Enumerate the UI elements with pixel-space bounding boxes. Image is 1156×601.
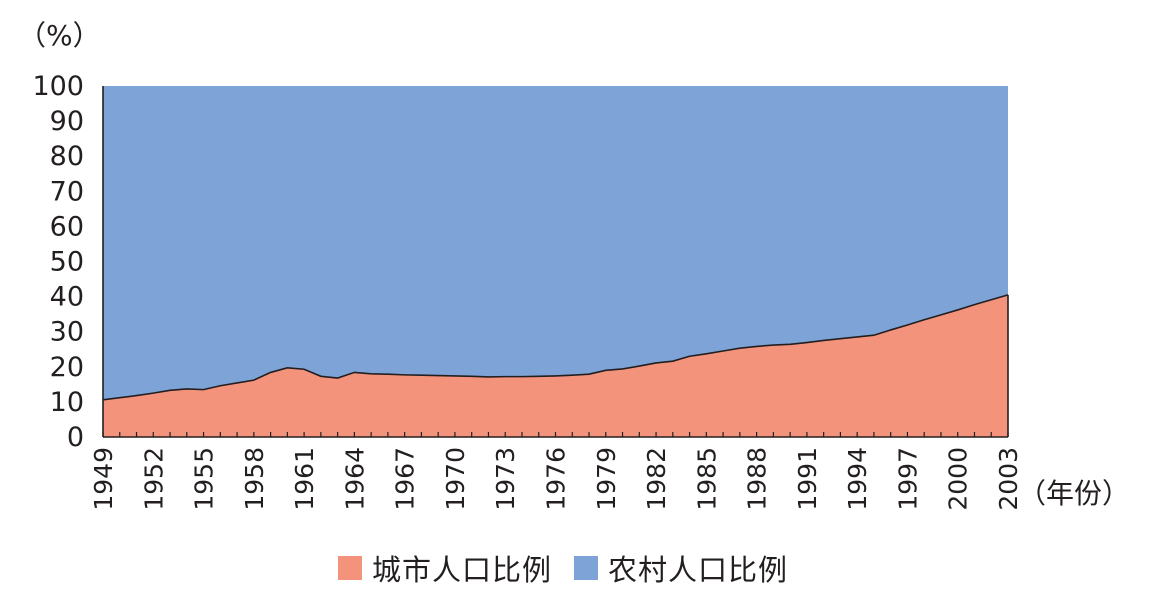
y-tick-label: 80 (50, 141, 84, 172)
x-tick-label: 1955 (190, 447, 219, 511)
legend-item-urban: 城市人口比例 (338, 547, 552, 589)
area-series-group (102, 86, 1009, 437)
y-tick-label: 10 (50, 387, 84, 418)
x-tick-label: 1970 (441, 447, 470, 511)
x-tick-label: 1958 (240, 447, 269, 511)
x-tick-label: 1976 (542, 447, 571, 511)
x-axis-unit-label: （年份） (1018, 477, 1130, 510)
x-tick-label: 1979 (592, 447, 621, 511)
legend-swatch-urban (338, 556, 362, 580)
y-tick-label: 50 (50, 247, 84, 278)
x-tick-label: 1985 (692, 447, 721, 511)
y-tick-label: 90 (50, 106, 84, 137)
series-boundary-line (102, 294, 1009, 401)
legend-label-rural: 农村人口比例 (608, 553, 789, 587)
x-tick-label: 1949 (89, 447, 118, 511)
x-tick-label: 1961 (290, 447, 319, 511)
legend-swatch-rural (574, 556, 599, 580)
y-axis-unit-label: （%） (18, 19, 101, 52)
x-tick-label: 1982 (642, 447, 671, 511)
x-tick-label: 1952 (139, 447, 168, 511)
y-tick-label: 70 (50, 176, 84, 207)
x-tick-label: 1964 (340, 447, 369, 511)
y-tick-label: 30 (50, 317, 84, 348)
y-tick-label: 60 (50, 211, 84, 242)
y-tick-label: 20 (50, 352, 84, 383)
x-tick-label: 1991 (793, 447, 822, 511)
y-tick-labels: 0 10 20 30 40 50 60 70 80 90 100 (32, 71, 84, 453)
x-tick-label: 1997 (893, 447, 922, 511)
x-tick-label: 1988 (743, 447, 772, 511)
x-tick-label: 2000 (944, 447, 973, 511)
x-tick-label: 1967 (391, 447, 420, 511)
x-tick-label: 1994 (843, 447, 872, 511)
legend: 城市人口比例 农村人口比例 (338, 548, 810, 588)
x-tick-labels: 1949 1952 1955 1958 1961 1964 1967 1970 1973 1976… (89, 447, 1023, 511)
y-tick-label: 0 (67, 422, 84, 453)
area-series-urban (103, 294, 1008, 437)
y-tick-label: 100 (32, 71, 84, 102)
y-tick-label: 40 (50, 282, 84, 313)
axes-group (102, 86, 1009, 438)
legend-label-urban: 城市人口比例 (372, 553, 553, 587)
area-series-rural (103, 86, 1008, 400)
x-tick-label: 2003 (994, 447, 1023, 511)
x-tick-label: 1973 (491, 447, 520, 511)
legend-item-rural: 农村人口比例 (574, 547, 788, 589)
